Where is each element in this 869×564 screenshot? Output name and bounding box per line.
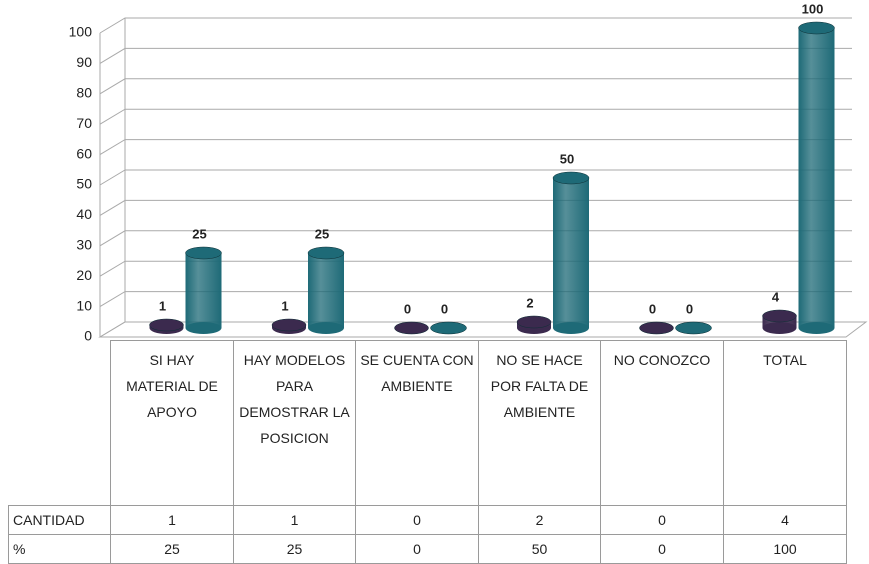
y-tick-label: 10 xyxy=(76,297,92,313)
value-cell: 0 xyxy=(355,534,479,564)
data-row: CANTIDAD 1 1 0 2 0 4 xyxy=(8,505,847,535)
cylinder-body xyxy=(553,178,589,328)
cylinder-body xyxy=(308,253,344,328)
data-label: 4 xyxy=(772,289,780,304)
value-cell: 100 xyxy=(723,534,847,564)
cylinder-top xyxy=(394,321,429,335)
value-cell: 1 xyxy=(110,505,234,535)
value-cell: 0 xyxy=(600,505,724,535)
y-tick-label: 30 xyxy=(76,237,92,253)
cylinder-top xyxy=(675,321,712,335)
grid-line xyxy=(99,199,852,216)
blank-cell xyxy=(8,340,111,506)
cylinder xyxy=(394,321,429,335)
cylinder-top xyxy=(271,318,307,332)
grid-line xyxy=(99,321,852,338)
cylinder xyxy=(552,171,590,334)
cylinder-top xyxy=(185,246,222,260)
data-label: 100 xyxy=(802,1,824,16)
y-tick-label: 70 xyxy=(76,115,92,131)
category-cell: HAY MODELOS PARA DEMOSTRAR LA POSICION xyxy=(233,340,356,506)
y-tick-label: 0 xyxy=(84,328,92,344)
data-label: 0 xyxy=(441,301,448,316)
cylinder-top xyxy=(516,315,552,329)
grid-line xyxy=(99,260,852,277)
row-label: % xyxy=(8,534,111,564)
data-label: 25 xyxy=(315,226,329,241)
cylinder xyxy=(149,318,184,334)
cylinder-top xyxy=(552,171,590,185)
cylinder xyxy=(516,315,552,334)
grid-line xyxy=(99,230,852,247)
cylinder xyxy=(185,246,222,334)
cylinder-top xyxy=(149,318,184,332)
data-label: 25 xyxy=(192,226,206,241)
value-cell: 25 xyxy=(110,534,234,564)
cylinder xyxy=(271,318,307,334)
y-tick-label: 50 xyxy=(76,176,92,192)
value-cell: 25 xyxy=(233,534,356,564)
grid-line xyxy=(99,139,852,156)
data-label: 2 xyxy=(526,295,533,310)
data-table: SI HAY MATERIAL DE APOYO HAY MODELOS PARA… xyxy=(8,340,847,564)
data-label: 0 xyxy=(404,301,411,316)
y-tick-label: 20 xyxy=(76,267,92,283)
cylinder xyxy=(762,309,797,334)
cylinder xyxy=(307,246,345,334)
row-label: CANTIDAD xyxy=(8,505,111,535)
data-label: 1 xyxy=(159,298,166,313)
y-tick-label: 90 xyxy=(76,54,92,70)
grid-line xyxy=(99,291,852,308)
category-cell: NO CONOZCO xyxy=(600,340,724,506)
category-cell: SI HAY MATERIAL DE APOYO xyxy=(110,340,234,506)
data-label: 0 xyxy=(649,301,656,316)
value-cell: 1 xyxy=(233,505,356,535)
cylinder xyxy=(798,21,835,334)
grid-line xyxy=(99,78,852,95)
data-row: % 25 25 0 50 0 100 xyxy=(8,534,847,564)
category-cell: SE CUENTA CON AMBIENTE xyxy=(355,340,479,506)
cylinder xyxy=(430,321,467,335)
data-label: 0 xyxy=(686,301,693,316)
grid-line xyxy=(99,47,852,64)
cylinder-top xyxy=(430,321,467,335)
y-tick-label: 80 xyxy=(76,85,92,101)
cylinder xyxy=(639,321,674,335)
y-tick-label: 100 xyxy=(69,24,93,40)
cylinder-body xyxy=(185,253,222,328)
grid-line xyxy=(99,17,852,34)
cylinder-top xyxy=(307,246,345,260)
cylinder-top xyxy=(639,321,674,335)
value-cell: 0 xyxy=(600,534,724,564)
data-label: 1 xyxy=(281,298,288,313)
cylinder xyxy=(675,321,712,335)
cylinder-top xyxy=(762,309,797,323)
value-cell: 2 xyxy=(478,505,601,535)
value-cell: 50 xyxy=(478,534,601,564)
y-tick-label: 60 xyxy=(76,145,92,161)
grid-line xyxy=(99,108,852,125)
cylinder-body xyxy=(798,28,835,328)
category-cell: TOTAL xyxy=(723,340,847,506)
y-tick-label: 40 xyxy=(76,206,92,222)
data-label: 50 xyxy=(560,151,574,166)
grid-line xyxy=(99,169,852,186)
header-row: SI HAY MATERIAL DE APOYO HAY MODELOS PARA… xyxy=(8,340,847,506)
value-cell: 4 xyxy=(723,505,847,535)
category-cell: NO SE HACE POR FALTA DE AMBIENTE xyxy=(478,340,601,506)
value-cell: 0 xyxy=(355,505,479,535)
cylinder-top xyxy=(798,21,835,35)
